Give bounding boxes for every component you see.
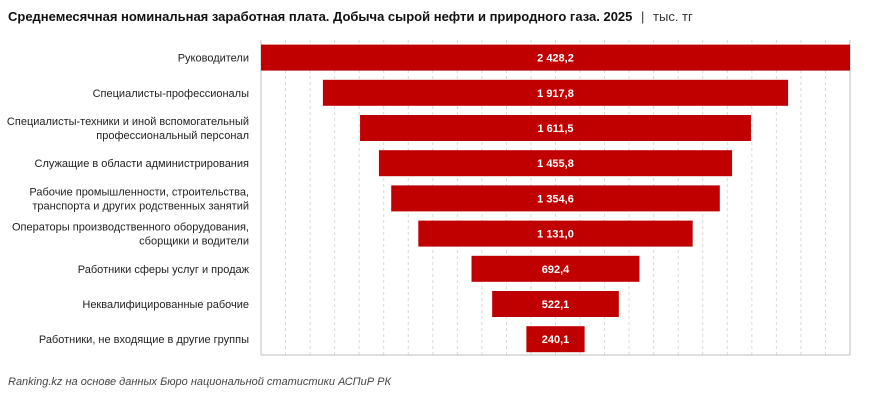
bar: [492, 291, 619, 317]
category-label: Руководители: [178, 53, 249, 65]
bar: [418, 220, 693, 247]
category-label: Операторы производственного оборудования…: [12, 222, 249, 248]
category-label: Специалисты-профессионалы: [93, 88, 249, 100]
category-label-line: Работники, не входящие в другие группы: [39, 334, 249, 346]
bar-value-label: 522,1: [542, 299, 570, 311]
category-label: Служащие в области администрирования: [35, 158, 249, 170]
source-note: Ranking.kz на основе данных Бюро национа…: [8, 376, 391, 388]
chart-title: Среднемесячная номинальная заработная пл…: [8, 9, 693, 24]
bar-value-label: 1 611,5: [537, 123, 573, 135]
category-label: Работники, не входящие в другие группы: [39, 334, 249, 346]
category-label: Рабочие промышленности, строительства, тр…: [29, 186, 249, 212]
bar-value-label: 1 917,8: [537, 88, 574, 100]
bar-value-label: 240,1: [542, 334, 570, 346]
category-label-line: Работники сферы услуг и продаж: [78, 264, 250, 276]
bar: [471, 255, 640, 282]
category-label-line: профессиональный персонал: [96, 130, 249, 142]
bar-value-label: 1 354,6: [537, 193, 574, 205]
category-label-line: транспорта и других родственных занятий: [32, 200, 249, 212]
bar: [378, 150, 733, 177]
category-label-line: Руководители: [178, 53, 249, 65]
category-label-line: Специалисты-профессионалы: [93, 88, 249, 100]
category-label: Неквалифицированные рабочие: [82, 299, 249, 311]
category-label-line: Специалисты-техники и иной вспомогательн…: [7, 116, 249, 128]
category-label: Специалисты-техники и иной вспомогательн…: [7, 116, 249, 142]
chart-unit: тыс. тг: [653, 9, 693, 24]
chart-title-main: Среднемесячная номинальная заработная пл…: [8, 9, 633, 24]
category-label-line: Служащие в области администрирования: [35, 158, 249, 170]
category-label-line: сборщики и водители: [139, 236, 249, 248]
category-label-line: Рабочие промышленности, строительства,: [29, 186, 249, 198]
bar: [261, 44, 850, 71]
bar: [391, 185, 720, 212]
bar-value-label: 2 428,2: [537, 53, 574, 65]
category-label-line: Операторы производственного оборудования…: [12, 222, 249, 234]
bar: [322, 79, 789, 106]
category-label-line: Неквалифицированные рабочие: [82, 299, 249, 311]
title-separator: |: [641, 9, 645, 24]
bar-value-label: 1 455,8: [537, 158, 574, 170]
bar: [360, 115, 751, 141]
bar: [526, 326, 585, 353]
bar-value-label: 1 131,0: [537, 229, 574, 241]
bar-value-label: 692,4: [542, 264, 570, 276]
category-label: Работники сферы услуг и продаж: [78, 264, 250, 276]
